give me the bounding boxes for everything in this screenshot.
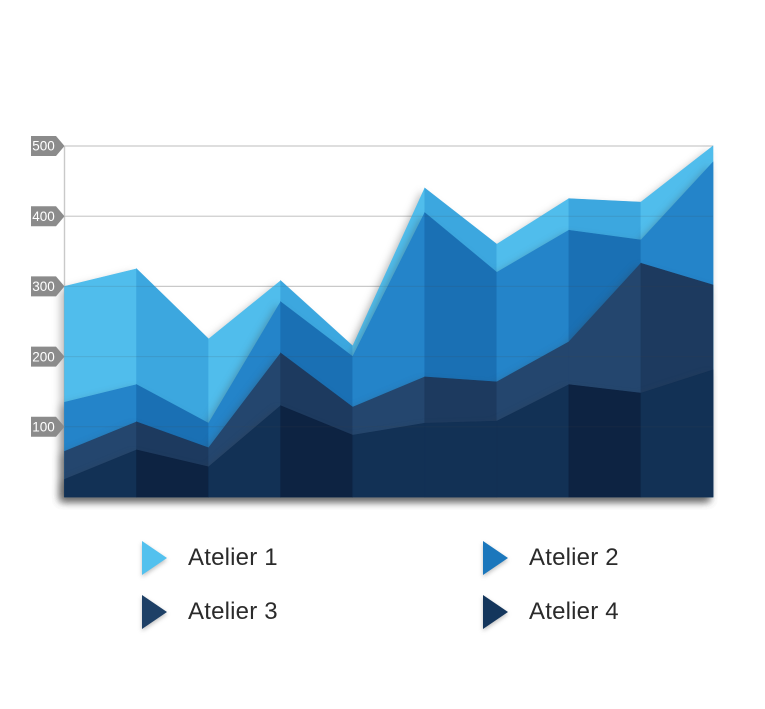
series-atelier-4 xyxy=(64,369,714,498)
y-tick-tag: 500 xyxy=(31,136,65,156)
tick-tag-shape xyxy=(31,206,65,227)
tick-label: 200 xyxy=(32,349,55,364)
tick-label: 400 xyxy=(32,209,55,224)
y-tick-tag: 400 xyxy=(31,206,65,227)
area-segment-atelier-4 xyxy=(640,369,714,498)
tick-tag-shape xyxy=(31,276,65,297)
y-tick-tag: 100 xyxy=(31,416,65,437)
tick-label: 300 xyxy=(32,279,55,294)
y-tick-tag: 200 xyxy=(31,346,65,367)
area-segment-atelier-4 xyxy=(352,422,426,498)
tick-label: 500 xyxy=(32,139,55,154)
area-segment-atelier-4 xyxy=(568,384,642,498)
tick-tag-shape xyxy=(31,136,65,156)
tick-tag-shape xyxy=(31,416,65,437)
area-segment-atelier-4 xyxy=(424,420,498,498)
y-tick-tag: 300 xyxy=(31,276,65,297)
tick-tag-shape xyxy=(31,346,65,367)
tick-label: 100 xyxy=(32,420,55,435)
